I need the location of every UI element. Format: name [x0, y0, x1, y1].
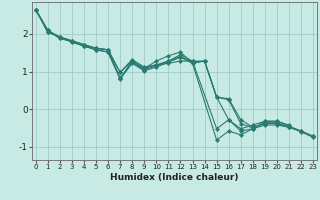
- X-axis label: Humidex (Indice chaleur): Humidex (Indice chaleur): [110, 173, 239, 182]
